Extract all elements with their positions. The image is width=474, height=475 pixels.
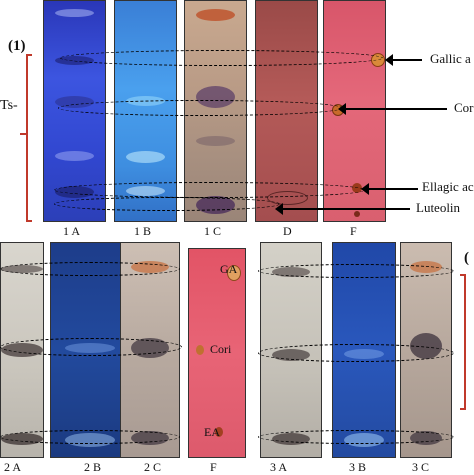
ga-spot bbox=[227, 265, 241, 281]
luteolin-ellipse bbox=[54, 197, 280, 211]
lane-1b-label: 1 B bbox=[134, 224, 152, 238]
lane-d-label: D bbox=[283, 224, 292, 238]
gallic-acid-ellipse bbox=[60, 50, 383, 66]
panel-3-label: ( bbox=[464, 250, 469, 266]
panel-1-bracket-tick bbox=[20, 133, 28, 135]
panel-1-label: (1) bbox=[8, 38, 26, 54]
lane-2f-label: F bbox=[210, 460, 217, 474]
gallic-acid-arrow bbox=[385, 54, 422, 66]
lane-f-label: F bbox=[350, 224, 357, 238]
panel-3-bracket bbox=[460, 274, 466, 410]
panel-2-bottom-ellipse bbox=[0, 430, 180, 444]
lane-2f-plate bbox=[188, 248, 246, 458]
lane-3b-label: 3 B bbox=[349, 460, 367, 474]
plate-label-cori: Cori bbox=[210, 342, 232, 356]
ellagic-acid-arrow bbox=[361, 183, 418, 195]
panel-3-bottom-ellipse bbox=[258, 430, 454, 444]
panel-2-top-ellipse bbox=[0, 262, 180, 276]
panel-3-mid-ellipse bbox=[258, 344, 454, 362]
ea-spot bbox=[215, 427, 223, 437]
cori-spot bbox=[196, 345, 204, 355]
panel-1-bracket bbox=[26, 54, 32, 222]
gallic-acid-label: Gallic a bbox=[430, 51, 471, 66]
lane-1a-label: 1 A bbox=[63, 224, 81, 238]
panel-1-side-label: Ts- bbox=[0, 98, 18, 113]
band bbox=[195, 9, 235, 21]
lane-3a-label: 3 A bbox=[270, 460, 288, 474]
band bbox=[54, 151, 94, 161]
panel-2-mid-ellipse bbox=[0, 338, 182, 356]
lane-3c-label: 3 C bbox=[412, 460, 430, 474]
corilagin-label: Cor bbox=[454, 100, 474, 115]
luteolin-arrow bbox=[275, 203, 410, 215]
origin-spot bbox=[354, 211, 360, 217]
band bbox=[54, 9, 94, 17]
luteolin-label: Luteolin bbox=[416, 200, 461, 215]
lane-2b-label: 2 B bbox=[84, 460, 102, 474]
ellagic-acid-label: Ellagic ac bbox=[422, 179, 474, 194]
band bbox=[195, 136, 235, 146]
plate-label-ea: EA bbox=[204, 425, 220, 439]
panel-3-top-ellipse bbox=[258, 264, 454, 278]
lane-2c-label: 2 C bbox=[144, 460, 162, 474]
lane-1c-label: 1 C bbox=[204, 224, 222, 238]
lane-2a-label: 2 A bbox=[4, 460, 22, 474]
plate-label-ga: GA bbox=[220, 262, 238, 276]
ellagic-acid-ellipse bbox=[54, 182, 366, 198]
band bbox=[125, 151, 165, 163]
corilagin-arrow bbox=[338, 103, 447, 115]
corilagin-ellipse bbox=[58, 100, 343, 116]
